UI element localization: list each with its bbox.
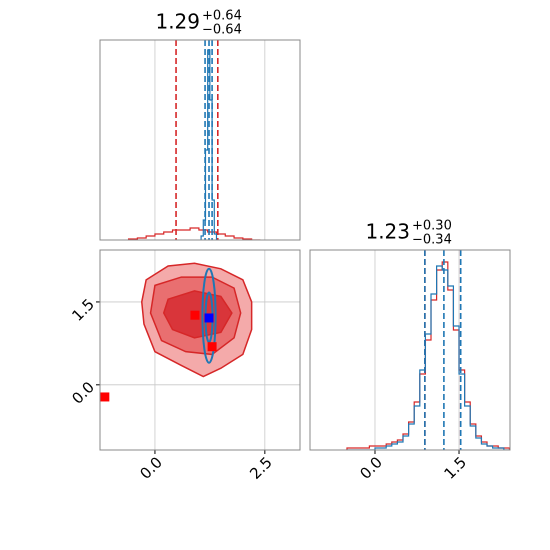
x-tick-label: 0.0 <box>136 453 166 483</box>
x-tick-label: 0.0 <box>356 453 386 483</box>
histogram-step <box>346 265 510 450</box>
axes-frame <box>99 249 301 451</box>
x-tick-label: 2.5 <box>246 453 276 483</box>
title-upper: +0.30 <box>412 219 452 234</box>
panel <box>346 250 510 450</box>
title-lower: −0.64 <box>202 23 242 38</box>
marker <box>190 310 200 320</box>
title-value: 1.23 <box>365 220 410 244</box>
title-lower: −0.34 <box>412 233 452 248</box>
marker <box>100 392 110 402</box>
y-tick-label: 0.0 <box>68 378 98 408</box>
title-value: 1.29 <box>155 10 200 34</box>
panel <box>100 250 300 450</box>
y-tick-label: 1.5 <box>68 295 98 325</box>
marker <box>207 342 217 352</box>
histogram-step <box>346 261 510 450</box>
marker <box>204 313 214 323</box>
histogram-step <box>127 227 261 240</box>
x-tick-label: 1.5 <box>440 453 470 483</box>
contour-ellipse <box>201 267 217 364</box>
axes-frame <box>309 249 511 451</box>
axes-frame <box>99 39 301 241</box>
panel <box>127 40 266 240</box>
title-upper: +0.64 <box>202 9 242 24</box>
